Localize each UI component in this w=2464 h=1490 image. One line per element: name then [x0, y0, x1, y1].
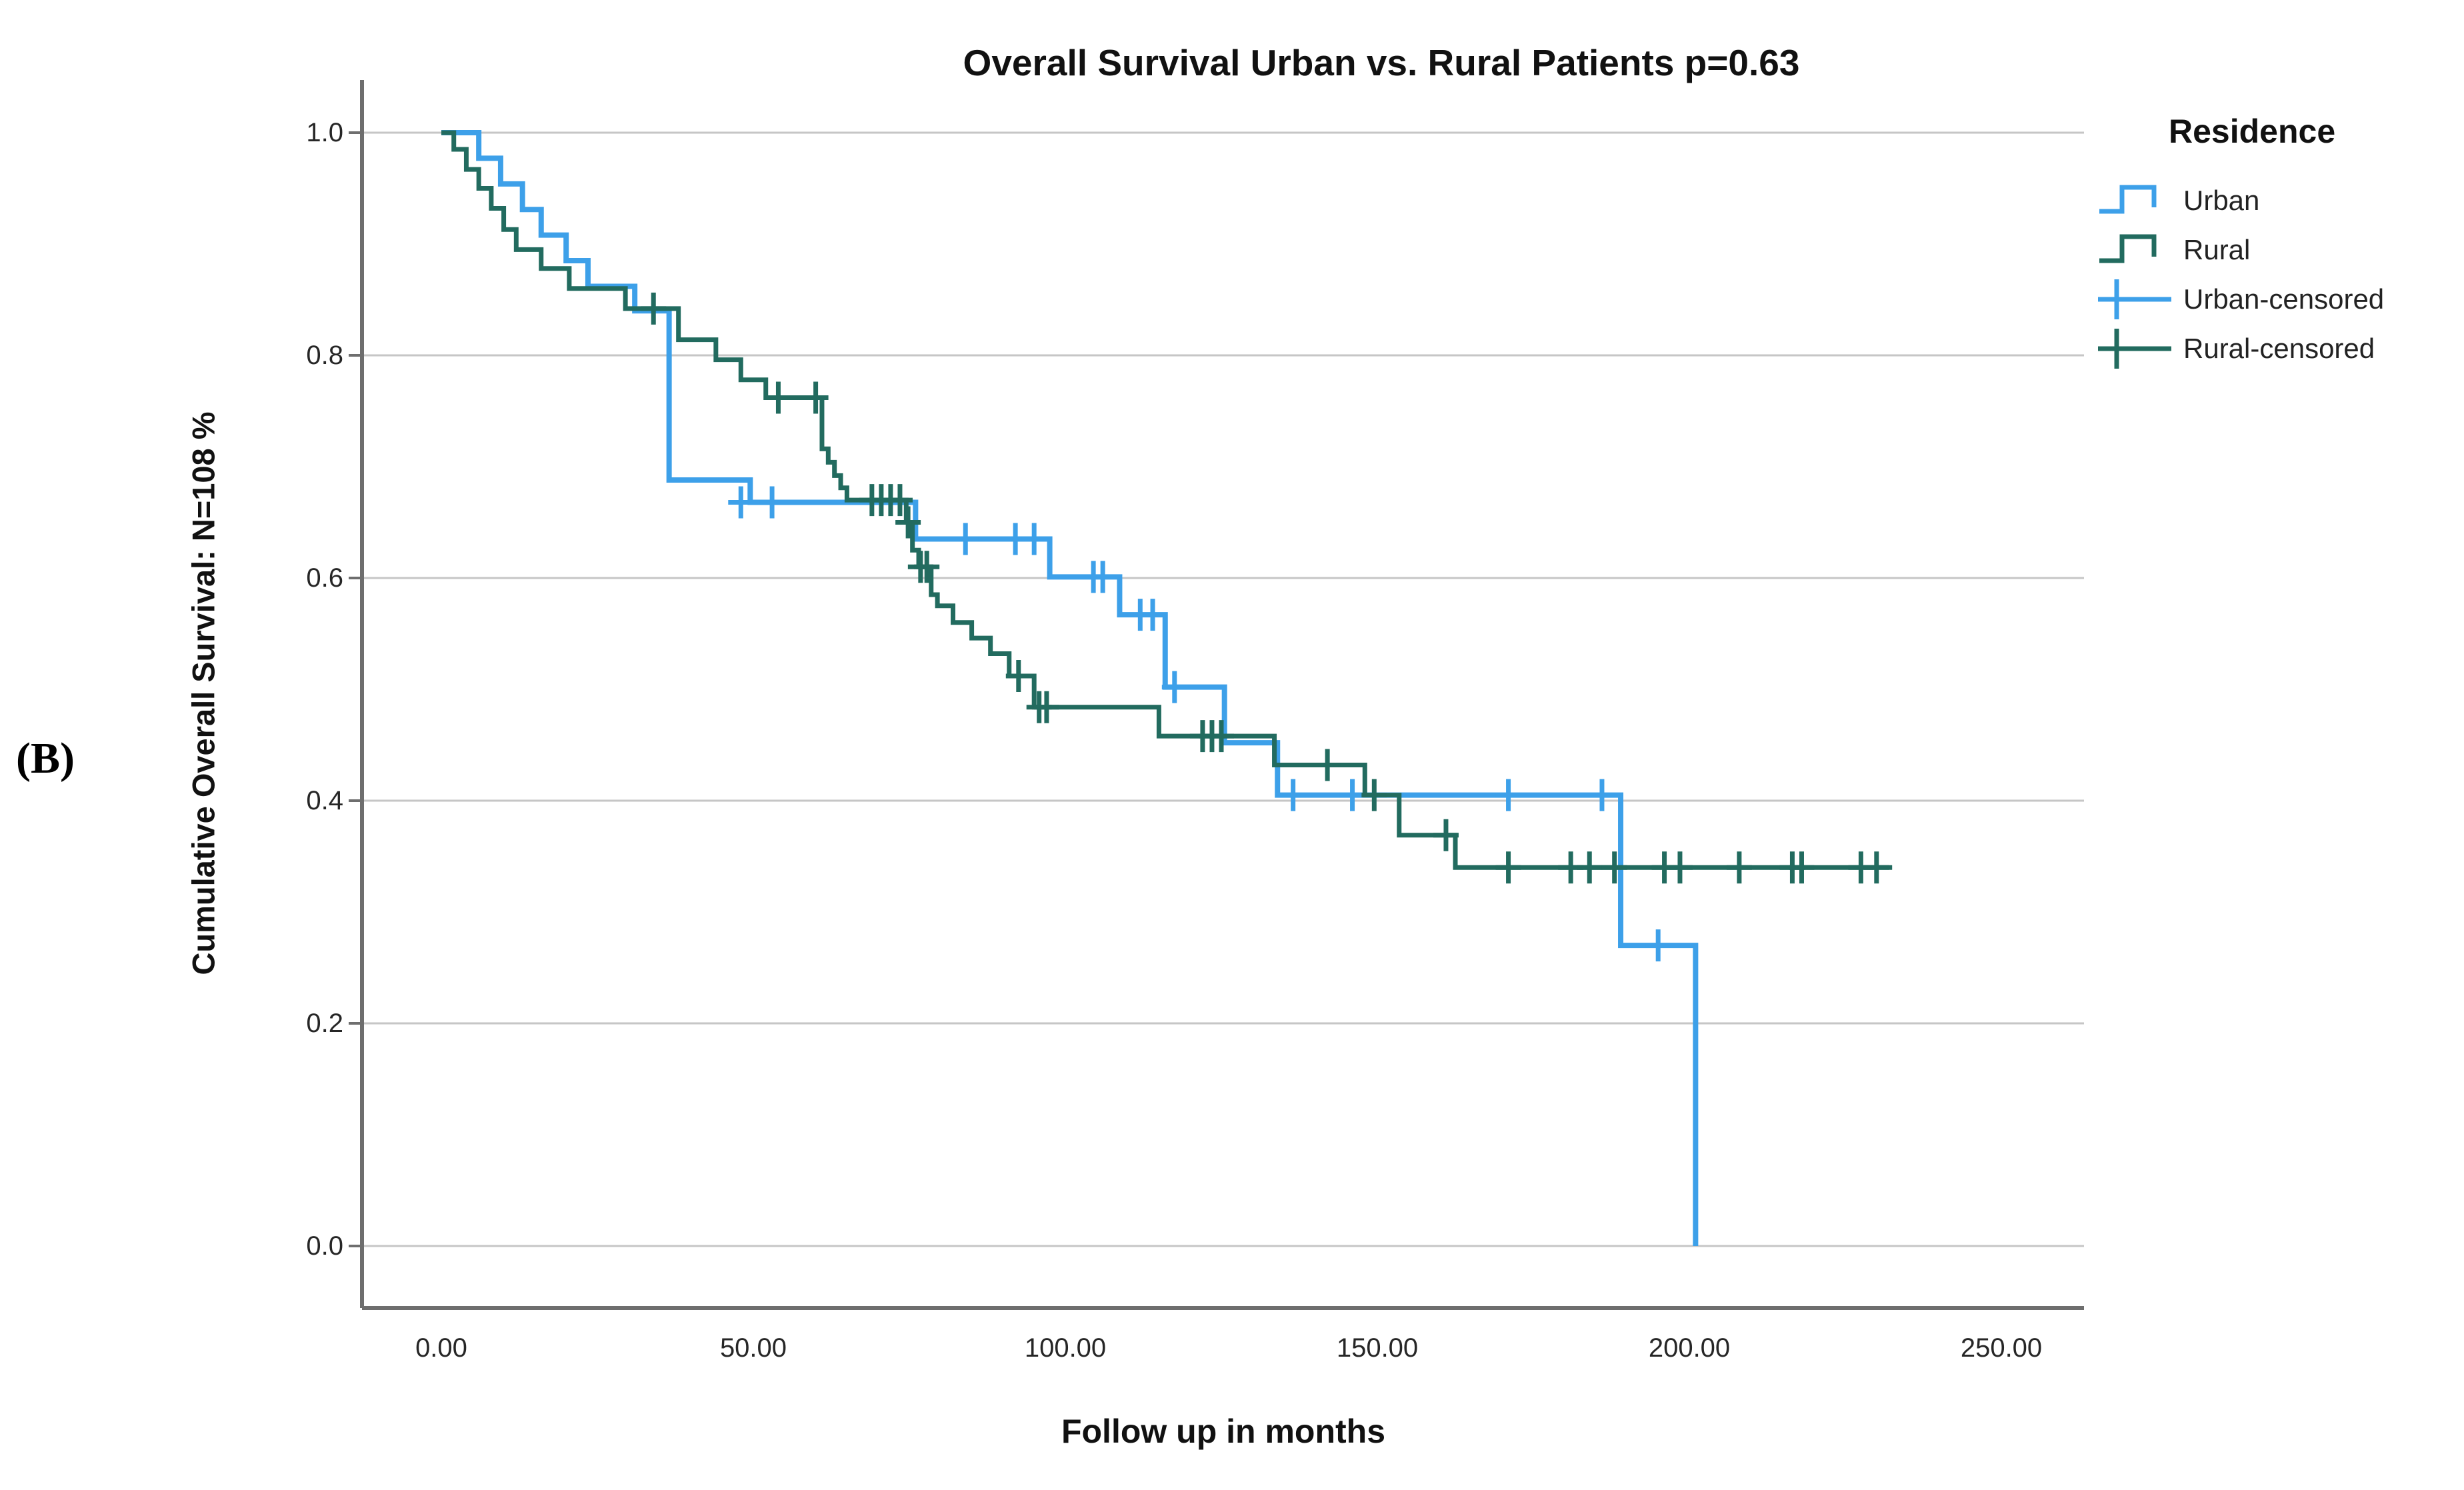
y-tick-label: 0.0: [306, 1231, 343, 1261]
legend-item-urban-censored: Urban-censored: [2097, 275, 2460, 324]
panel-label: (B): [16, 734, 75, 783]
legend-item-rural: Rural: [2097, 225, 2460, 275]
legend-item-rural-censored: Rural-censored: [2097, 324, 2460, 373]
legend-item-urban: Urban: [2097, 176, 2460, 225]
legend: Residence Urban Rural Urban-censored: [2097, 112, 2460, 373]
x-tick-label: 0.00: [415, 1333, 467, 1363]
legend-label: Rural-censored: [2183, 333, 2375, 364]
rural-step-icon: [2099, 234, 2157, 263]
legend-label: Urban: [2183, 185, 2260, 216]
y-tick-label: 0.8: [306, 341, 343, 370]
y-tick-label: 0.2: [306, 1009, 343, 1038]
chart-title: Overall Survival Urban vs. Rural Patient…: [963, 42, 1800, 83]
y-tick-label: 1.0: [306, 118, 343, 147]
x-tick-label: 250.00: [1961, 1333, 2042, 1363]
legend-label: Urban-censored: [2183, 283, 2385, 315]
x-tick-label: 100.00: [1025, 1333, 1106, 1363]
rural-censored-icon: [2098, 329, 2171, 369]
x-axis-title: Follow up in months: [1061, 1413, 1386, 1450]
rural-curve: [441, 130, 1893, 870]
y-tick-label: 0.4: [306, 786, 343, 815]
legend-title: Residence: [2169, 113, 2336, 150]
legend-label: Rural: [2183, 234, 2251, 265]
urban-curve: [441, 130, 1699, 1246]
x-tick-label: 200.00: [1649, 1333, 1730, 1363]
x-tick-label: 150.00: [1337, 1333, 1418, 1363]
urban-censored-icon: [2098, 279, 2171, 319]
urban-step-icon: [2099, 185, 2157, 214]
y-tick-label: 0.6: [306, 563, 343, 593]
x-tick-label: 50.00: [720, 1333, 787, 1363]
